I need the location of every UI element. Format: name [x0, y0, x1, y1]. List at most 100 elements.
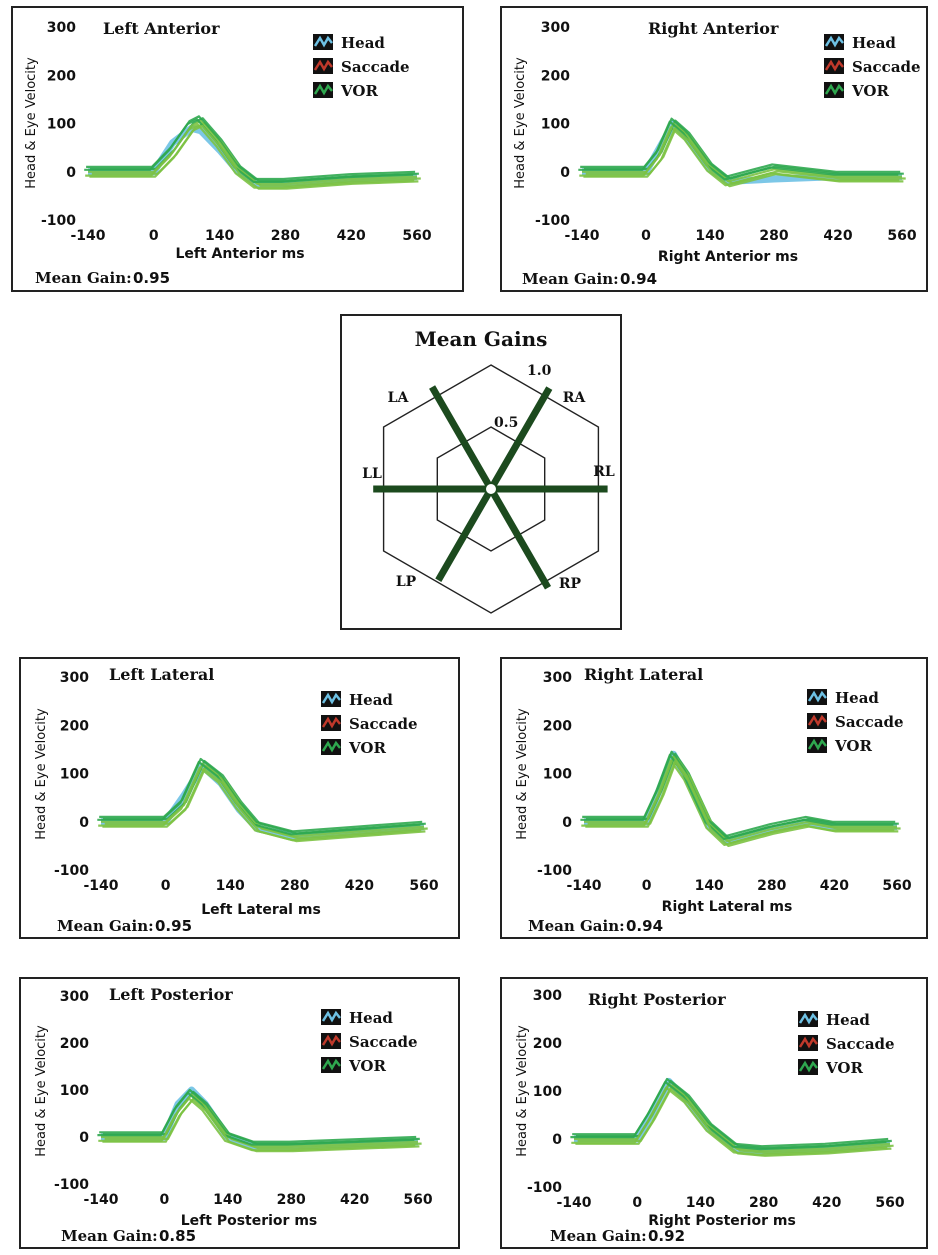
legend: Head Saccade VOR — [321, 1009, 418, 1075]
legend-saccade-icon — [321, 1034, 341, 1047]
legend-vor-icon — [807, 738, 827, 751]
x-tick-label: 280 — [759, 228, 788, 244]
legend-saccade-icon — [313, 59, 333, 72]
chart-title: Right Posterior — [588, 990, 726, 1009]
x-tick-label: 420 — [812, 1195, 841, 1211]
y-tick-label: 0 — [79, 815, 89, 831]
radar-axis-label: LP — [396, 574, 417, 590]
y-axis-label: Head & Eye Velocity — [24, 57, 39, 189]
legend-head-icon — [824, 35, 844, 48]
mean-gain-label: Mean Gain: — [35, 269, 132, 287]
legend-label-vor: VOR — [348, 739, 386, 757]
panel-left-posterior: Left Posterior 300 200 100 0 -100 Head & Eye V… — [19, 977, 460, 1249]
x-tick-label: 280 — [271, 228, 300, 244]
y-axis-label: Head & Eye Velocity — [513, 57, 528, 189]
legend-saccade-icon — [798, 1036, 818, 1049]
x-tick-label: 140 — [213, 1192, 242, 1208]
x-tick-label: 0 — [642, 878, 652, 894]
legend-label-saccade: Saccade — [349, 715, 418, 733]
chart-title: Left Posterior — [109, 985, 233, 1004]
legend-head-icon — [321, 1010, 341, 1023]
legend-label-head: Head — [852, 34, 896, 52]
x-tick-label: 280 — [749, 1195, 778, 1211]
chart-title: Right Anterior — [648, 19, 779, 38]
x-tick-label: 560 — [887, 228, 916, 244]
y-tick-label: -100 — [535, 213, 570, 229]
y-tick-label: 100 — [533, 1084, 562, 1100]
x-tick-label: 140 — [686, 1195, 715, 1211]
chart-right-posterior: Right Posterior 300 200 100 0 -100 Head & Eye … — [515, 988, 905, 1245]
vor-trace — [102, 767, 426, 843]
legend-label-head: Head — [349, 1009, 393, 1027]
vor-trace — [583, 127, 904, 188]
chart-right-anterior: Right Anterior 300 200 100 0 -100 Head & Eye V… — [513, 19, 921, 288]
x-tick-label: 560 — [882, 878, 911, 894]
y-tick-label: 300 — [60, 989, 89, 1005]
legend: Head Saccade VOR — [824, 34, 921, 100]
vor-trace — [580, 753, 894, 841]
chart-left-lateral: Left Lateral 300 200 100 0 -100 Head & Eye Vel… — [34, 665, 439, 935]
radar-axis-label: RL — [593, 464, 615, 480]
y-tick-label: 0 — [560, 165, 570, 181]
legend-label-head: Head — [341, 34, 385, 52]
y-tick-label: 200 — [60, 718, 89, 734]
x-tick-label: -140 — [83, 878, 118, 894]
x-tick-label: 420 — [340, 1192, 369, 1208]
radar-ring-label: 1.0 — [527, 363, 552, 379]
legend-vor-icon — [321, 740, 341, 753]
vor-trace — [574, 1082, 891, 1153]
panel-mean-gains: Mean Gains 1.0 0.5 LA RA RL RP LP LL — [340, 314, 622, 630]
x-tick-label: -140 — [556, 1195, 591, 1211]
panel-right-posterior: Right Posterior 300 200 100 0 -100 Head & Eye … — [500, 977, 928, 1249]
legend: Head Saccade VOR — [798, 1011, 895, 1077]
radar-spoke-lp — [435, 487, 495, 583]
radar-ring — [436, 426, 546, 552]
radar-ring-label: 0.5 — [494, 415, 518, 431]
x-tick-label: -140 — [83, 1192, 118, 1208]
legend-label-head: Head — [835, 689, 879, 707]
y-tick-label: -100 — [54, 863, 89, 879]
vor-trace — [89, 124, 419, 190]
x-axis-label: Right Lateral ms — [662, 899, 793, 915]
mean-gain-value: 0.95 — [155, 917, 192, 935]
radar-axis-label: LA — [388, 390, 410, 406]
radar-spoke-ra — [487, 386, 553, 491]
mean-gain-label: Mean Gain: — [550, 1227, 647, 1245]
mean-gain-label: Mean Gain: — [61, 1227, 158, 1245]
mean-gains-radar: Mean Gains 1.0 0.5 LA RA RL RP LP LL — [362, 327, 615, 614]
y-tick-label: -100 — [537, 863, 572, 879]
x-axis-label: Left Posterior ms — [181, 1213, 318, 1229]
legend-label-saccade: Saccade — [341, 58, 410, 76]
vor-trace — [101, 1093, 419, 1148]
y-tick-label: 100 — [60, 1083, 89, 1099]
x-tick-label: 420 — [820, 878, 849, 894]
y-tick-label: 200 — [47, 68, 76, 84]
mean-gain-label: Mean Gain: — [522, 270, 619, 288]
radar-axis-label: RP — [559, 576, 582, 592]
x-axis-label: Right Anterior ms — [658, 249, 798, 265]
vor-trace — [101, 762, 425, 838]
x-axis-label: Right Posterior ms — [648, 1213, 796, 1229]
y-tick-label: 100 — [60, 767, 89, 783]
x-tick-label: 0 — [632, 1195, 642, 1211]
chart-title: Right Lateral — [584, 665, 703, 684]
x-axis-label: Left Lateral ms — [201, 902, 321, 918]
legend-label-vor: VOR — [340, 82, 378, 100]
y-axis-label: Head & Eye Velocity — [34, 1025, 49, 1157]
mean-gain-label: Mean Gain: — [528, 917, 625, 935]
y-axis-label: Head & Eye Velocity — [34, 708, 49, 840]
x-tick-label: 560 — [409, 878, 438, 894]
legend-label-saccade: Saccade — [349, 1033, 418, 1051]
y-tick-label: 200 — [60, 1036, 89, 1052]
legend-vor-icon — [321, 1058, 341, 1071]
radar-center — [484, 482, 498, 496]
legend-label-vor: VOR — [825, 1059, 863, 1077]
legend-label-vor: VOR — [348, 1057, 386, 1075]
legend-vor-icon — [798, 1060, 818, 1073]
y-tick-label: 0 — [66, 165, 76, 181]
x-tick-label: 0 — [160, 1192, 170, 1208]
radar-spoke-rp — [487, 487, 552, 590]
x-tick-label: 0 — [161, 878, 171, 894]
legend-label-saccade: Saccade — [852, 58, 921, 76]
x-tick-label: 280 — [277, 1192, 306, 1208]
